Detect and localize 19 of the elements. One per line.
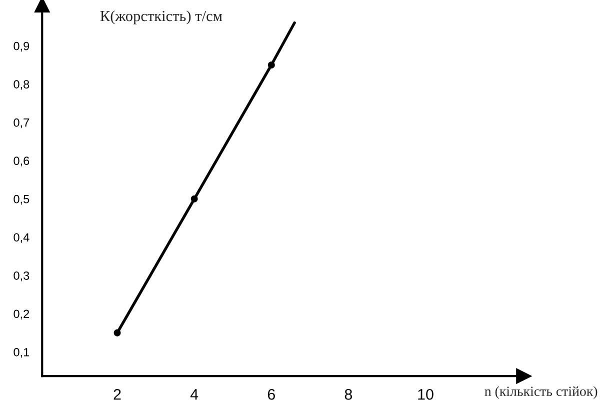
point	[190, 195, 198, 202]
y-tick-label: 0,5	[14, 194, 30, 205]
point	[268, 61, 275, 68]
y-tick-label: 0,3	[14, 271, 30, 282]
y-axis-title: К(жорсткість) т/см	[100, 10, 222, 24]
x-tick-label: 4	[190, 389, 198, 400]
x-tick-label: 10	[418, 388, 434, 400]
y-tick-label: 0,4	[14, 233, 30, 243]
y-tick-label: 0,1	[14, 348, 30, 358]
y-tick-label: 0,8	[14, 80, 30, 90]
y-tick-label: 0,9	[14, 42, 30, 52]
y-tick-label: 0,6	[14, 156, 30, 166]
point	[114, 329, 121, 336]
y-tick-label: 0,2	[14, 310, 30, 320]
x-tick-label: 2	[114, 388, 121, 400]
x-tick-label: 6	[268, 388, 275, 400]
x-tick-label: 8	[344, 388, 352, 400]
y-tick-label: 0,7	[14, 118, 30, 128]
x-axis-title: n (кількість стійок)	[484, 386, 598, 399]
